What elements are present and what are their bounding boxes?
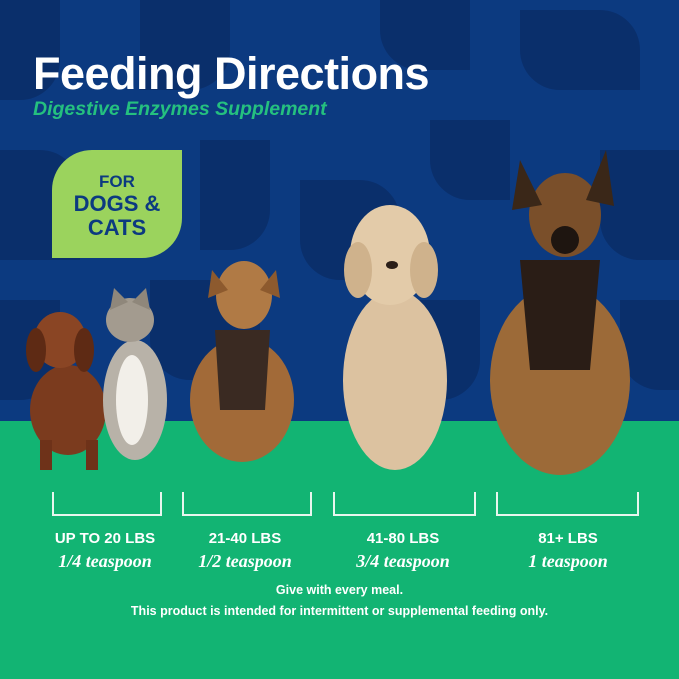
dosage-column-4: 81+ LBS 1 teaspoon: [495, 530, 641, 572]
badge-line-2: DOGS &: [73, 191, 161, 216]
bracket-4: [496, 492, 639, 516]
bracket-2: [182, 492, 312, 516]
weight-label: UP TO 20 LBS: [54, 530, 156, 547]
bracket-3: [333, 492, 476, 516]
footer-line-2: This product is intended for intermitten…: [130, 604, 549, 618]
page-title: Feeding Directions: [33, 48, 430, 99]
badge-line-1: FOR: [99, 172, 135, 191]
dosage-amount: 1 teaspoon: [528, 551, 608, 571]
badge-line-3: CATS: [87, 215, 147, 240]
dosage-column-2: 21-40 LBS 1/2 teaspoon: [175, 530, 315, 572]
subtitle: Digestive Enzymes Supplement: [33, 98, 327, 120]
dosage-amount: 1/4 teaspoon: [58, 551, 152, 571]
footer-line-1: Give with every meal.: [275, 583, 404, 597]
bracket-1: [52, 492, 162, 516]
weight-label: 21-40 LBS: [208, 530, 282, 547]
german-shepherd-image: [490, 150, 630, 475]
dosage-column-1: UP TO 20 LBS 1/4 teaspoon: [37, 530, 173, 572]
goldendoodle-image: [343, 205, 447, 470]
dosage-column-3: 41-80 LBS 3/4 teaspoon: [330, 530, 476, 572]
weight-label: 41-80 LBS: [366, 530, 440, 547]
dachshund-image: [26, 312, 106, 470]
airedale-image: [190, 261, 294, 462]
dogs-cats-badge: FOR DOGS & CATS: [52, 150, 182, 258]
cat-image: [103, 288, 167, 460]
dosage-amount: 1/2 teaspoon: [198, 551, 292, 571]
animals-photo: [26, 150, 630, 475]
weight-label: 81+ LBS: [538, 530, 598, 547]
dosage-amount: 3/4 teaspoon: [356, 551, 450, 571]
